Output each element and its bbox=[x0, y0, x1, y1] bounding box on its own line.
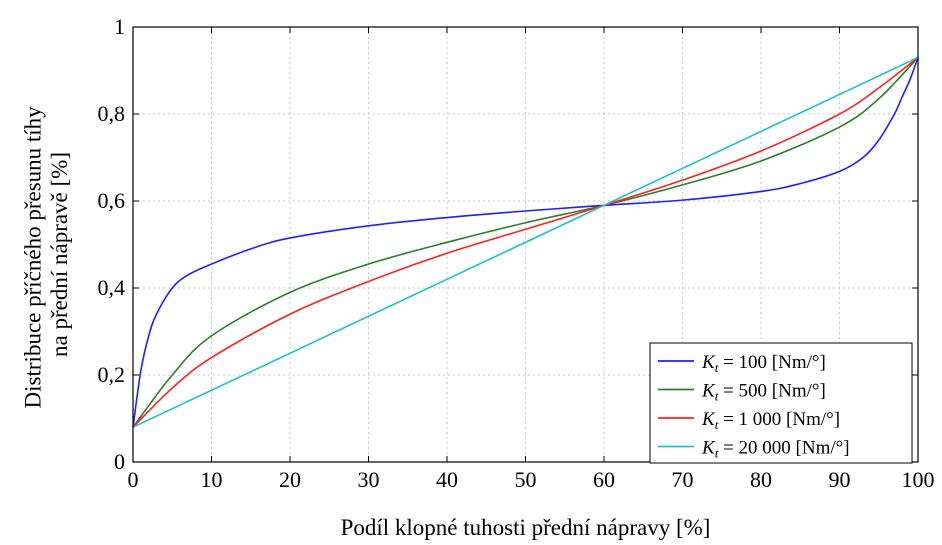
x-tick-label: 60 bbox=[593, 467, 615, 492]
series-line-3 bbox=[132, 56, 919, 428]
axis-ticks: 0 10 20 30 40 50 60 70 80 90 100 0 0,2 0,4 0,6 0,8 1 bbox=[98, 14, 935, 492]
y-tick-label: 0,4 bbox=[98, 275, 126, 300]
grid bbox=[133, 27, 918, 462]
y-tick-label: 0,6 bbox=[98, 188, 126, 213]
y-tick-label: 0 bbox=[114, 449, 125, 474]
x-tick-label: 80 bbox=[750, 467, 772, 492]
legend-label-2: Kt = 1 000 [Nm/°] bbox=[701, 409, 840, 432]
legend: Kt = 100 [Nm/°] Kt = 500 [Nm/°] Kt = 1 000… bbox=[649, 342, 913, 464]
legend-box bbox=[649, 342, 913, 464]
x-tick-label: 100 bbox=[902, 467, 935, 492]
x-tick-label: 20 bbox=[279, 467, 301, 492]
y-axis-title: Distribuce příčného přesunu tíhy na před… bbox=[20, 101, 71, 409]
legend-label-3: Kt = 20 000 [Nm/°] bbox=[701, 438, 850, 461]
series-group bbox=[132, 56, 919, 428]
y-tick-label: 0,8 bbox=[98, 101, 126, 126]
legend-label-1: Kt = 500 [Nm/°] bbox=[701, 381, 826, 404]
x-tick-label: 50 bbox=[515, 467, 537, 492]
x-tick-label: 70 bbox=[672, 467, 694, 492]
series-line-0 bbox=[132, 57, 919, 428]
y-axis-title-line-2: na přední nápravě [%] bbox=[47, 152, 72, 357]
x-tick-label: 30 bbox=[358, 467, 380, 492]
y-tick-label: 1 bbox=[114, 14, 125, 39]
series-line-1 bbox=[132, 56, 919, 428]
legend-label-0: Kt = 100 [Nm/°] bbox=[701, 352, 826, 375]
x-tick-label: 40 bbox=[436, 467, 458, 492]
x-axis-title: Podíl klopné tuhosti přední nápravy [%] bbox=[341, 515, 711, 540]
series-line-2 bbox=[132, 56, 919, 428]
x-tick-label: 90 bbox=[829, 467, 851, 492]
y-tick-label: 0,2 bbox=[98, 362, 126, 387]
x-tick-label: 0 bbox=[128, 467, 139, 492]
x-tick-label: 10 bbox=[201, 467, 223, 492]
y-axis-title-line-1: Distribuce příčného přesunu tíhy bbox=[20, 106, 45, 409]
